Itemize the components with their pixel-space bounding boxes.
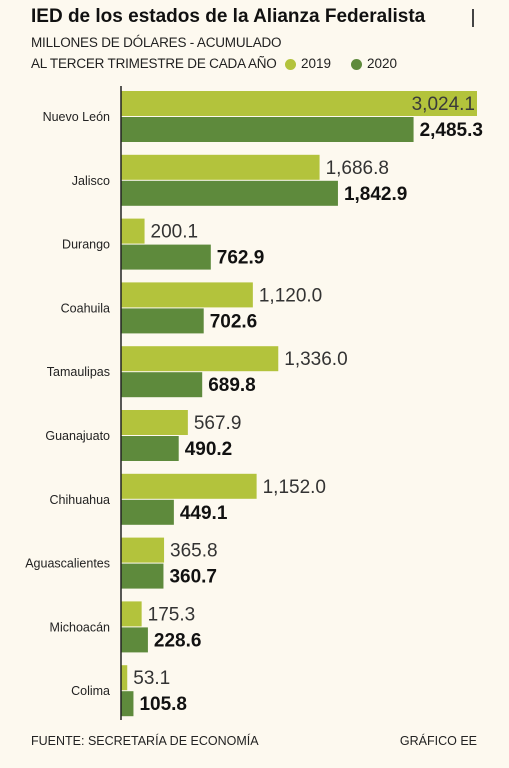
- data-label-2019-tamaulipas: 1,336.0: [284, 349, 347, 370]
- bar-2020-michoacan: [121, 627, 148, 653]
- legend-swatch-2019: [285, 59, 296, 70]
- bar-2019-coahuila: [121, 282, 253, 308]
- data-label-2020-michoacan: 228.6: [154, 630, 202, 651]
- bar-2019-michoacan: [121, 601, 142, 627]
- bar-2020-durango: [121, 244, 211, 270]
- bar-2019-tamaulipas: [121, 346, 279, 372]
- category-label-michoacan: Michoacán: [50, 620, 110, 634]
- data-label-2019-aguascalientes: 365.8: [170, 541, 218, 562]
- bar-2019-aguascalientes: [121, 537, 165, 563]
- bar-2020-colima: [121, 691, 134, 717]
- category-label-durango: Durango: [62, 238, 110, 252]
- legend-label-2020: 2020: [367, 56, 398, 71]
- chart-title: IED de los estados de la Alianza Federal…: [31, 6, 426, 27]
- bar-2020-chihuahua: [121, 499, 174, 525]
- bar-2020-guanajuato: [121, 436, 179, 461]
- data-label-2019-durango: 200.1: [151, 222, 199, 243]
- bar-2019-guanajuato: [121, 410, 188, 435]
- data-label-2019-jalisco: 1,686.8: [326, 158, 389, 179]
- category-label-jalisco: Jalisco: [72, 174, 110, 188]
- category-label-colima: Colima: [71, 684, 110, 698]
- data-label-2019-coahuila: 1,120.0: [259, 285, 322, 306]
- category-label-nuevo-leon: Nuevo León: [43, 110, 110, 124]
- data-label-2020-coahuila: 702.6: [210, 311, 258, 332]
- bar-2020-coahuila: [121, 308, 204, 334]
- data-label-2019-chihuahua: 1,152.0: [263, 477, 326, 498]
- data-label-2020-nuevo-leon: 2,485.3: [420, 120, 483, 141]
- bar-2020-tamaulipas: [121, 372, 203, 398]
- category-label-coahuila: Coahuila: [61, 301, 110, 315]
- data-label-2020-guanajuato: 490.2: [185, 439, 233, 460]
- legend-label-2019: 2019: [301, 56, 332, 71]
- category-label-aguascalientes: Aguascalientes: [25, 557, 110, 571]
- data-label-2020-chihuahua: 449.1: [180, 503, 228, 524]
- legend-swatch-2020: [351, 59, 362, 70]
- source-note: FUENTE: SECRETARÍA DE ECONOMÍA: [31, 734, 259, 748]
- category-label-tamaulipas: Tamaulipas: [47, 365, 110, 379]
- bar-2019-durango: [121, 218, 145, 244]
- graphic-credit: GRÁFICO EE: [399, 734, 477, 748]
- bar-2019-chihuahua: [121, 473, 257, 499]
- data-label-2020-durango: 762.9: [217, 248, 265, 269]
- bar-2020-nuevo-leon: [121, 117, 414, 142]
- chart-subtitle-units: MILLONES DE DÓLARES - ACUMULADO: [31, 35, 282, 50]
- data-label-2019-guanajuato: 567.9: [194, 413, 242, 434]
- bar-2019-jalisco: [121, 154, 320, 180]
- category-label-chihuahua: Chihuahua: [50, 493, 111, 507]
- chart-subtitle-period: AL TERCER TRIMESTRE DE CADA AÑO: [31, 56, 277, 71]
- data-label-2019-colima: 53.1: [133, 668, 170, 689]
- data-label-2019-michoacan: 175.3: [148, 604, 196, 625]
- category-label-guanajuato: Guanajuato: [45, 429, 110, 443]
- data-label-2019-nuevo-leon: 3,024.1: [412, 94, 475, 115]
- bar-2020-aguascalientes: [121, 563, 164, 589]
- bar-2020-jalisco: [121, 180, 338, 206]
- bar-2019-nuevo-leon: [121, 91, 477, 116]
- data-label-2020-tamaulipas: 689.8: [208, 375, 256, 396]
- title-divider: [472, 9, 474, 27]
- data-label-2020-jalisco: 1,842.9: [344, 184, 407, 205]
- bar-2019-colima: [121, 665, 128, 691]
- data-label-2020-colima: 105.8: [139, 694, 187, 715]
- data-label-2020-aguascalientes: 360.7: [169, 567, 217, 588]
